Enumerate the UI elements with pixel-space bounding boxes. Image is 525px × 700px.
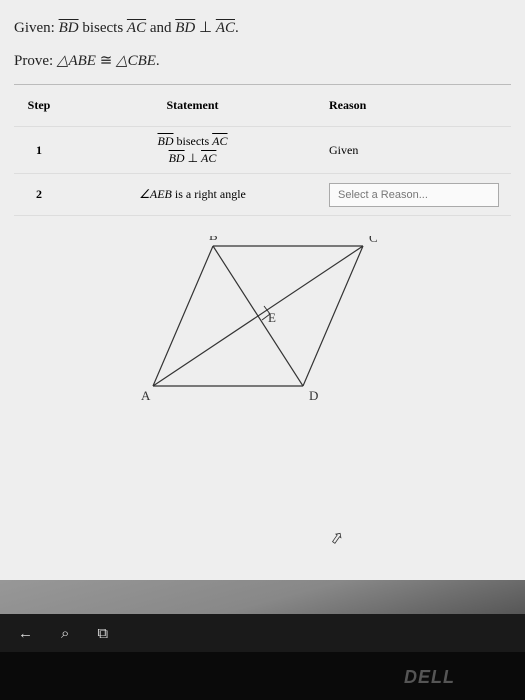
windows-taskbar: ← ⌕ ⧉ [0, 614, 525, 652]
given-bisects: bisects [82, 20, 127, 36]
svg-text:C: C [369, 236, 378, 245]
dell-logo: DELL [404, 667, 455, 688]
seg-bd-2: BD [175, 20, 195, 36]
back-icon[interactable]: ← [18, 625, 33, 642]
svg-text:B: B [209, 236, 218, 243]
geometry-figure: A B C D E [133, 236, 393, 411]
table-row: 1 BD bisects AC BD ⊥ AC Given [14, 127, 511, 174]
period-2: . [156, 53, 160, 69]
figure-area: A B C D E [14, 216, 511, 421]
svg-text:D: D [309, 388, 318, 403]
seg-ac-2: AC [216, 20, 235, 36]
prove-label: Prove: [14, 53, 53, 69]
header-step: Step [14, 85, 64, 126]
tri-cbe: △CBE [116, 53, 156, 69]
step-num-1: 1 [14, 127, 64, 173]
reason-1: Given [321, 127, 511, 173]
given-and: and [150, 20, 175, 36]
statement-1: BD bisects AC BD ⊥ AC [64, 127, 321, 173]
given-line: Given: BD bisects AC and BD ⊥ AC. [14, 18, 511, 37]
tri-abe: △ABE [57, 53, 96, 69]
seg-bd-1: BD [59, 20, 79, 36]
search-icon[interactable]: ⌕ [61, 625, 69, 642]
svg-text:A: A [141, 388, 151, 403]
reason-2-cell: Select a Reason... [321, 174, 511, 215]
prove-line: Prove: △ABE ≅ △CBE. [14, 51, 511, 70]
header-reason: Reason [321, 85, 511, 126]
task-view-icon[interactable]: ⧉ [97, 625, 108, 642]
header-statement: Statement [64, 85, 321, 126]
statement-2: ∠AEB is a right angle [64, 174, 321, 215]
step-num-2: 2 [14, 174, 64, 215]
reason-select-dropdown[interactable]: Select a Reason... [329, 183, 499, 207]
seg-ac-1: AC [127, 20, 146, 36]
table-row: 2 ∠AEB is a right angle Select a Reason.… [14, 174, 511, 216]
table-header: Step Statement Reason [14, 85, 511, 127]
congr-sym: ≅ [100, 53, 116, 69]
proof-table: Step Statement Reason 1 BD bisects AC BD… [14, 84, 511, 216]
svg-text:E: E [268, 310, 276, 325]
period-1: . [235, 20, 239, 36]
given-label: Given: [14, 20, 55, 36]
perp-sym: ⊥ [199, 20, 216, 36]
